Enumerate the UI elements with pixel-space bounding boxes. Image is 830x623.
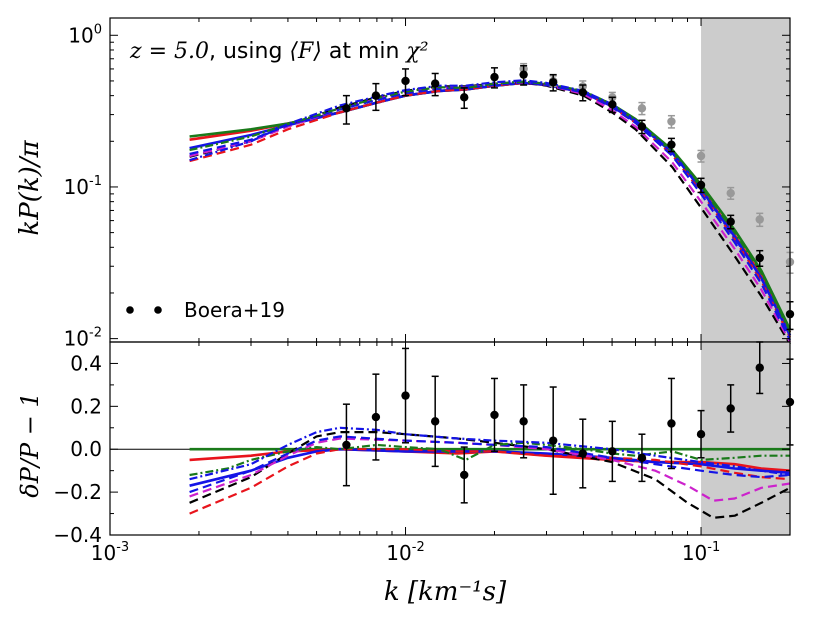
bottom-model-lines <box>189 426 791 519</box>
chart-title: z = 5.0, using ⟨F⟩ at min χ² <box>129 39 429 64</box>
bottom-line-blue-solid <box>189 447 791 487</box>
top-boera-point <box>726 217 735 226</box>
bottom-boera-point <box>608 447 617 456</box>
bottom-boera-point <box>726 404 735 413</box>
top-boera-data-points <box>342 64 795 331</box>
top-y-axis-label: kP(k)/π <box>15 140 45 236</box>
top-y-tick-exp: -2 <box>89 326 102 341</box>
top-line-green-dashdot <box>189 80 791 333</box>
x-tick-base: 10 <box>91 541 116 565</box>
title-mid: , using <box>209 39 289 64</box>
bottom-boera-point <box>460 470 469 480</box>
bottom-boera-point <box>755 363 764 372</box>
bottom-boera-point <box>342 440 351 450</box>
bottom-boera-point <box>430 417 440 426</box>
top-gray-point <box>726 188 735 198</box>
bottom-line-green-dashdot <box>189 441 790 477</box>
x-tick-exp: -1 <box>707 540 720 555</box>
top-boera-point <box>578 88 587 97</box>
top-gray-point <box>755 215 764 224</box>
x-tick-exp: -2 <box>412 540 425 555</box>
top-boera-point <box>548 78 558 87</box>
legend-label: Boera+19 <box>184 298 285 322</box>
bottom-y-tick-label: 0.0 <box>70 437 102 461</box>
bottom-y-tick-label: 0.2 <box>70 394 102 418</box>
title-z: z = 5.0 <box>129 39 209 64</box>
top-boera-point <box>401 76 410 86</box>
bottom-boera-point <box>519 417 528 426</box>
top-boera-point <box>460 93 469 102</box>
bottom-y-axis-label: δP/P − 1 <box>16 392 44 497</box>
top-boera-point <box>430 79 440 88</box>
top-gray-point <box>696 151 706 161</box>
legend-marker-right <box>154 306 162 314</box>
top-gray-point <box>637 104 647 113</box>
bottom-boera-point <box>371 412 381 422</box>
top-boera-point <box>490 72 499 82</box>
x-tick-base: 10 <box>386 541 411 565</box>
title-chi: χ² <box>404 39 428 64</box>
legend: Boera+19 <box>126 298 285 322</box>
top-y-tick-base: 10 <box>68 23 93 47</box>
top-boera-point <box>519 70 528 79</box>
bottom-boera-data-points <box>342 341 795 504</box>
bottom-line-blue-dashdot <box>189 426 791 481</box>
top-y-tick-base: 10 <box>64 175 89 199</box>
bottom-ticks: −0.4−0.20.00.20.410-3 10-2 10-1 <box>53 341 791 565</box>
top-y-tick-base: 10 <box>64 327 89 351</box>
top-boera-point <box>696 180 706 190</box>
top-boera-point <box>342 104 351 113</box>
bottom-axes-frame <box>109 341 791 536</box>
top-boera-point <box>667 140 676 149</box>
top-y-tick-exp: 0 <box>94 22 102 37</box>
x-tick-label: 10-1 <box>682 540 720 565</box>
bottom-boera-point <box>548 436 558 445</box>
x-tick-base: 10 <box>682 541 707 565</box>
bottom-panel: −0.4−0.20.00.20.410-3 10-2 10-1 <box>53 341 795 565</box>
top-line-red-solid <box>189 81 792 333</box>
bottom-boera-point <box>401 391 410 400</box>
top-shaded-region <box>701 18 790 342</box>
top-y-tick-label: 10-1 <box>64 174 102 199</box>
top-boera-point <box>755 253 764 263</box>
title-tail: at min <box>322 39 407 64</box>
x-axis-label: k [km⁻¹s] <box>384 577 507 607</box>
bottom-boera-point <box>696 430 706 439</box>
bottom-y-tick-label: −0.2 <box>53 480 102 504</box>
title-flux: ⟨F⟩ <box>289 39 321 64</box>
top-gray-point <box>667 117 676 126</box>
top-y-tick-label: 10-2 <box>64 326 102 351</box>
top-boera-point <box>608 100 617 109</box>
bottom-boera-point <box>578 449 587 458</box>
bottom-line-red-dashed <box>189 448 791 515</box>
bottom-boera-point <box>667 419 676 428</box>
x-tick-exp: -3 <box>116 540 129 555</box>
bottom-y-tick-label: 0.4 <box>70 351 102 375</box>
legend-marker-left <box>126 306 134 314</box>
top-boera-point <box>637 122 647 131</box>
x-tick-label: 10-2 <box>386 540 424 565</box>
bottom-shaded-region <box>701 342 790 535</box>
x-tick-label: 10-3 <box>91 540 129 565</box>
top-boera-point <box>371 91 381 100</box>
top-y-tick-label: 100 <box>68 22 102 47</box>
top-y-tick-exp: -1 <box>89 174 102 189</box>
top-axes-frame <box>109 17 791 343</box>
bottom-boera-point <box>490 410 499 420</box>
bottom-y-tick-label: −0.4 <box>53 523 102 547</box>
bottom-boera-point <box>637 453 647 462</box>
